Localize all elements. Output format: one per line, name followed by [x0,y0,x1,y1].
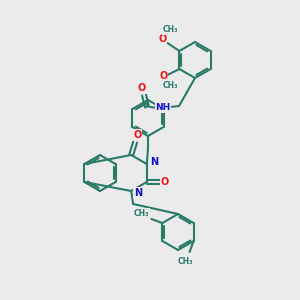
Text: O: O [160,177,169,187]
Text: CH₃: CH₃ [178,257,193,266]
Text: N: N [150,157,158,167]
Text: NH: NH [155,103,171,112]
Text: O: O [159,71,167,81]
Text: CH₃: CH₃ [134,208,149,217]
Text: N: N [134,188,142,198]
Text: CH₃: CH₃ [163,82,178,91]
Text: O: O [138,83,146,93]
Text: O: O [158,34,166,44]
Text: CH₃: CH₃ [163,26,178,34]
Text: O: O [133,130,141,140]
